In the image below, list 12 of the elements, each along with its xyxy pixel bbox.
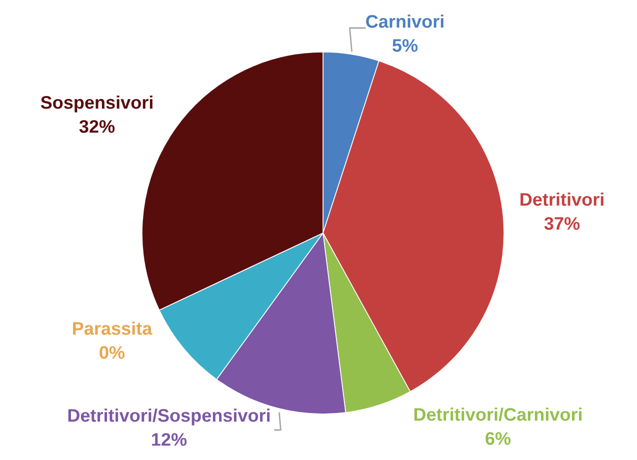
data-label: 5% <box>392 39 418 52</box>
slice-label: Sospensivori <box>40 96 152 112</box>
data-label: 6% <box>486 432 511 445</box>
slice-label: Detritivori/Sospensivori <box>68 408 270 426</box>
slice-label: Detritivori/Carnivori <box>414 408 582 422</box>
slice-label: Detritivori <box>520 192 604 206</box>
data-label: 37% <box>544 217 580 230</box>
data-label: 32% <box>79 120 115 133</box>
text: 0% <box>100 346 125 359</box>
category-label: Parassita <box>73 322 152 335</box>
slice-label: Carnivori <box>366 14 444 28</box>
data-label: 12% <box>152 433 187 446</box>
